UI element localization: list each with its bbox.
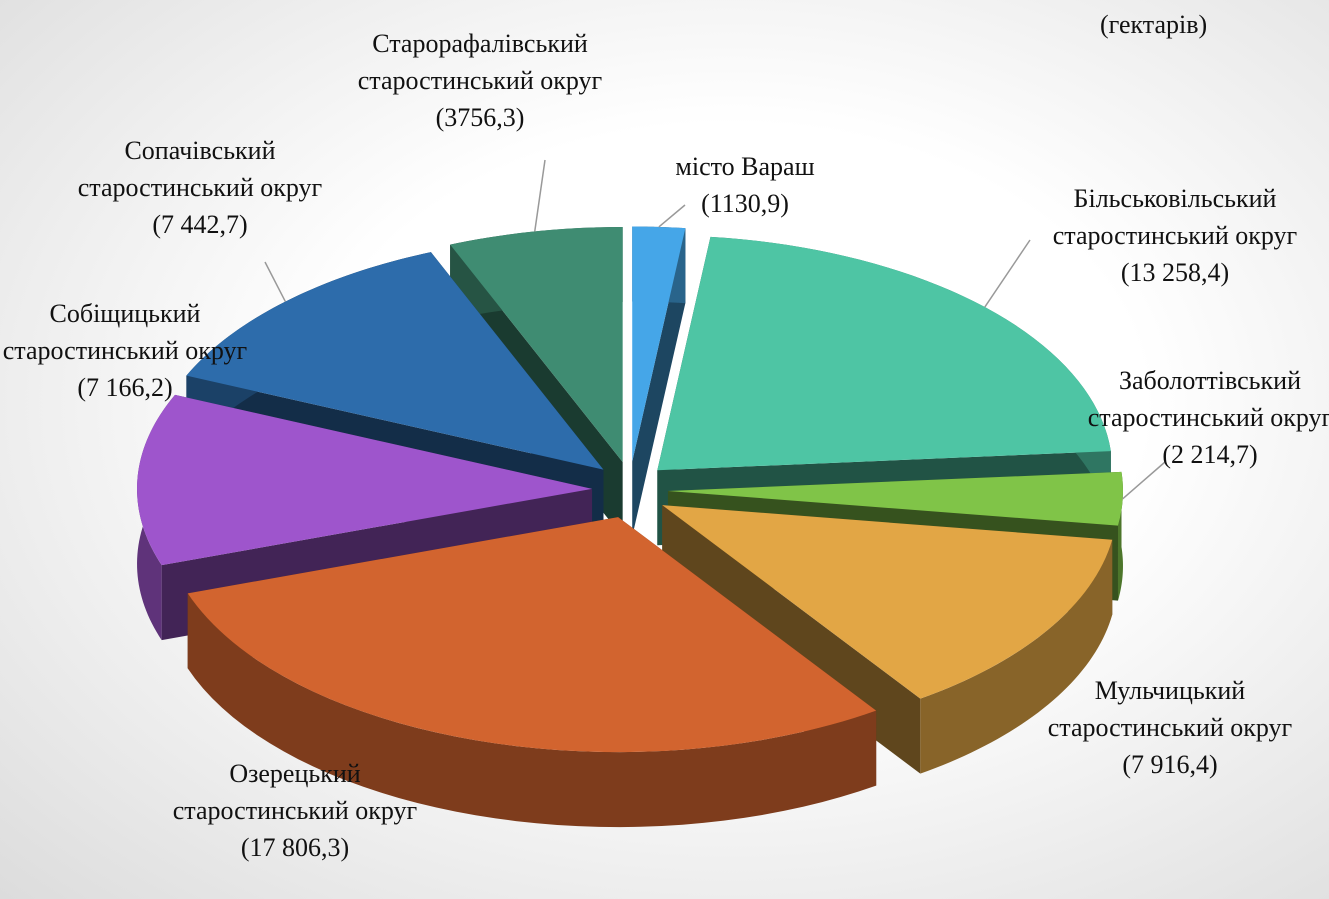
category-label: Собіщицький старостинський округ <box>2 299 248 365</box>
leader-line <box>534 159 546 232</box>
value-label: (7 916,4) <box>1122 750 1218 779</box>
slice-label: Більськовільський старостинський округ (1… <box>1050 180 1300 291</box>
value-label: (1130,9) <box>701 189 789 218</box>
value-label: (17 806,3) <box>240 833 350 862</box>
category-label: Заболоттівський старостинський округ <box>1087 366 1329 432</box>
slice <box>137 394 593 566</box>
category-label: Більськовільський старостинський округ <box>1052 184 1298 250</box>
value-label: (2 214,7) <box>1162 440 1258 469</box>
category-label: Озерецький старостинський округ <box>172 759 418 825</box>
slice-label: Мульчицький старостинський округ (7 916,4… <box>1045 672 1295 783</box>
slice <box>657 236 1111 471</box>
slice <box>662 505 1113 699</box>
value-label: (13 258,4) <box>1120 258 1230 287</box>
value-label: (3756,3) <box>435 103 525 132</box>
category-label: місто Вараш <box>675 152 815 181</box>
value-label: (7 166,2) <box>77 373 173 402</box>
slice-side <box>632 228 686 537</box>
category-label: Старорафалівський старостинський округ <box>357 29 603 95</box>
slice <box>186 252 604 470</box>
category-label: Сопачівський старостинський округ <box>77 136 323 202</box>
leader-line <box>658 204 686 228</box>
slice <box>667 471 1123 526</box>
leader-line <box>984 239 1031 308</box>
category-label: Мульчицький старостинський округ <box>1047 676 1293 742</box>
leader-line <box>1122 461 1166 500</box>
slice <box>450 227 623 463</box>
slice-label: Сопачівський старостинський округ (7 442,… <box>75 132 325 243</box>
slice-label: Старорафалівський старостинський округ (3… <box>355 25 605 136</box>
slice-label: Заболоттівський старостинський округ (2 2… <box>1085 362 1329 473</box>
slice-label: Собіщицький старостинський округ (7 166,2… <box>0 295 250 406</box>
slice-label: Озерецький старостинський округ (17 806,3… <box>170 755 420 866</box>
leader-line <box>264 261 287 302</box>
slice-wall <box>187 593 877 828</box>
value-label: (7 442,7) <box>152 210 248 239</box>
slice <box>187 517 877 753</box>
slice-label: місто Вараш (1130,9) <box>620 148 870 222</box>
unit-label: (гектарів) <box>1100 10 1208 39</box>
slice <box>632 226 686 462</box>
slice-wall <box>920 539 1113 774</box>
